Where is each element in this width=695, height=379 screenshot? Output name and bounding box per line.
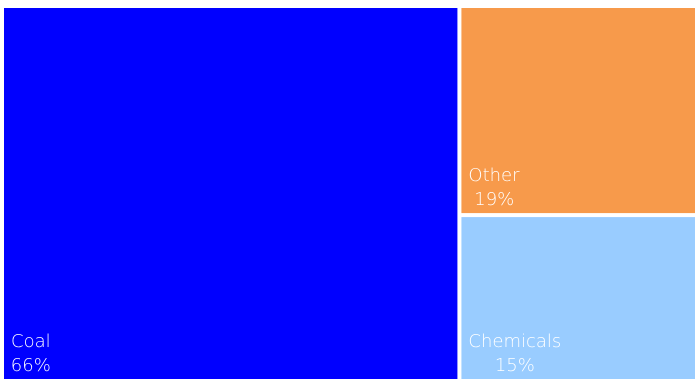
treemap-rect-chemicals — [461, 217, 695, 379]
treemap-tile-other: Other 19% — [461, 8, 695, 214]
treemap-tile-coal: Coal 66% — [4, 8, 458, 379]
tile-name-label: Other — [468, 165, 520, 186]
treemap-tile-chemicals: Chemicals 15% — [461, 217, 695, 379]
tile-value-label: 15% — [495, 355, 535, 376]
tile-name-label: Chemicals — [468, 331, 561, 352]
tile-name-label: Coal — [11, 331, 51, 352]
treemap-rect-coal — [4, 8, 458, 379]
treemap-tiles: Coal 66% Other 19% Chemicals 15% — [4, 8, 695, 379]
treemap-rect-other — [461, 8, 695, 214]
tile-value-label: 19% — [474, 189, 514, 210]
tile-value-label: 66% — [11, 355, 51, 376]
